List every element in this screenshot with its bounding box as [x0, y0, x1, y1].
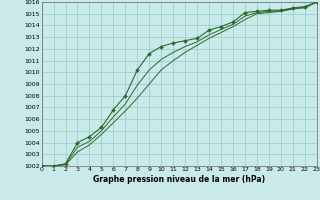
X-axis label: Graphe pression niveau de la mer (hPa): Graphe pression niveau de la mer (hPa): [93, 175, 265, 184]
